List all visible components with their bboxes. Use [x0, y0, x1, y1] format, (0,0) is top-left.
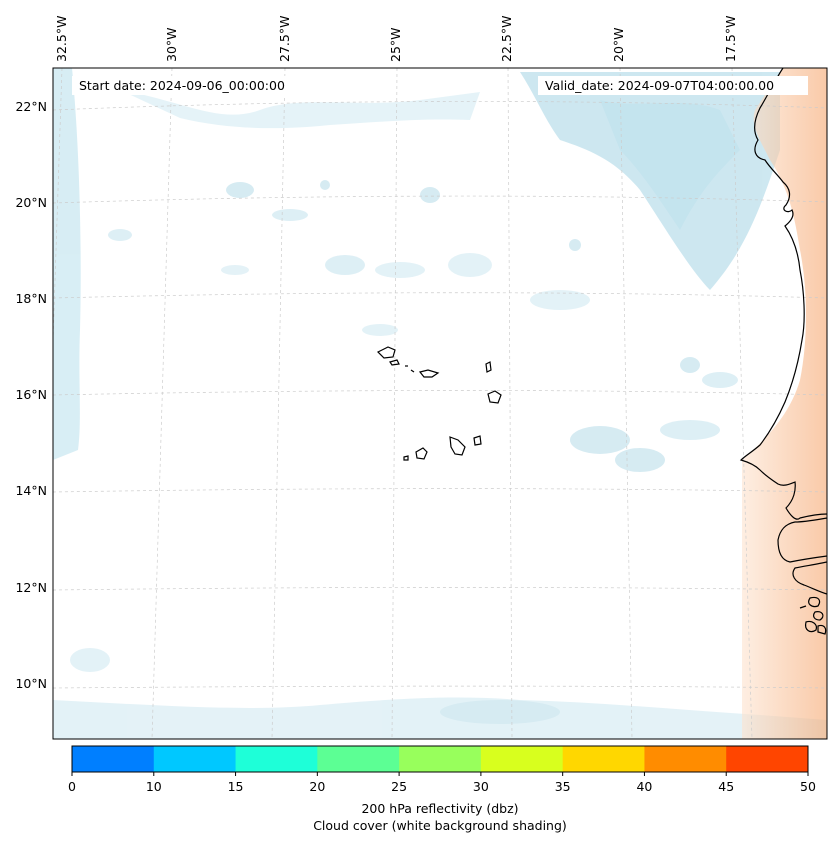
colorbar-segment: [480, 746, 564, 772]
start-date-label: Start date: 2024-09-06_00:00:00: [79, 78, 285, 93]
colorbar: 0 10 15 20 25 30 35 40 45 50: [68, 745, 816, 794]
valid-date-label: Valid_date: 2024-09-07T04:00:00.00: [545, 78, 774, 93]
colorbar-tick-label: 45: [718, 779, 734, 794]
coastline: [739, 68, 827, 635]
valid-date-box: [538, 76, 808, 95]
lon-label: 22.5°W: [499, 16, 514, 62]
colorbar-tick-label: 30: [473, 779, 489, 794]
colorbar-tick-label: 25: [391, 779, 407, 794]
lat-label: 14°N: [15, 483, 47, 498]
lon-label: 32.5°W: [54, 16, 69, 62]
colorbar-tick-label: 10: [146, 779, 162, 794]
colorbar-segment: [72, 746, 155, 772]
colorbar-segment: [644, 746, 727, 772]
lat-label: 22°N: [15, 99, 47, 114]
colorbar-segment: [235, 746, 318, 772]
land-shading: [742, 68, 827, 739]
colorbar-segment: [726, 746, 809, 772]
colorbar-segment: [153, 746, 237, 772]
graticule: [53, 68, 827, 739]
lat-label: 12°N: [15, 580, 47, 595]
colorbar-tick-label: 0: [68, 779, 76, 794]
cloud-cover-shading: [53, 68, 827, 739]
latitude-labels: 22°N 20°N 18°N 16°N 14°N 12°N 10°N: [15, 99, 47, 691]
map-border: [52, 67, 828, 740]
colorbar-tick-label: 40: [636, 779, 652, 794]
colorbar-tick-label: 15: [228, 779, 244, 794]
lon-label: 30°W: [164, 27, 179, 62]
map-layers: [53, 68, 827, 739]
longitude-labels: 32.5°W 30°W 27.5°W 25°W 22.5°W 20°W 17.5…: [54, 16, 738, 62]
lat-label: 16°N: [15, 387, 47, 402]
colorbar-tick-label: 20: [309, 779, 325, 794]
lat-label: 10°N: [15, 676, 47, 691]
lon-label: 20°W: [611, 27, 626, 62]
lon-label: 27.5°W: [277, 16, 292, 62]
colorbar-segment: [562, 746, 645, 772]
lon-label: 17.5°W: [723, 16, 738, 62]
lon-label: 25°W: [388, 27, 403, 62]
lat-label: 20°N: [15, 195, 47, 210]
colorbar-border: [71, 745, 809, 773]
start-date-box: [72, 76, 318, 95]
colorbar-tick-label: 50: [800, 779, 816, 794]
colorbar-label-line1: 200 hPa reflectivity (dbz): [361, 801, 518, 816]
cape-verde-islands: [376, 346, 502, 461]
lat-label: 18°N: [15, 291, 47, 306]
colorbar-tick-label: 35: [555, 779, 571, 794]
colorbar-label-line2: Cloud cover (white background shading): [313, 818, 567, 833]
colorbar-segment: [317, 746, 400, 772]
colorbar-segment: [399, 746, 482, 772]
